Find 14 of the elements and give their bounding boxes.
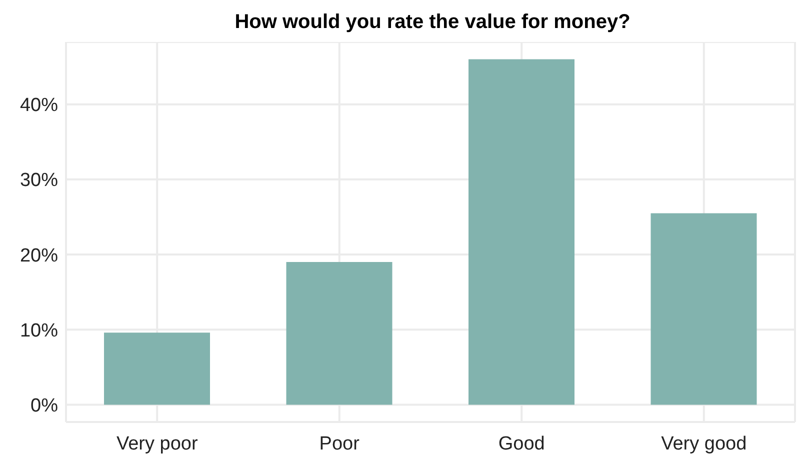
- y-tick-label: 0%: [30, 395, 58, 416]
- y-tick-label: 30%: [20, 170, 58, 192]
- y-tick-label: 20%: [20, 245, 58, 266]
- x-tick-label: Very poor: [116, 433, 198, 454]
- y-tick-label: 10%: [20, 320, 58, 342]
- x-tick-label: Poor: [319, 433, 360, 454]
- bar: [650, 213, 757, 405]
- y-tick-label: 40%: [20, 95, 58, 116]
- bar: [468, 59, 574, 405]
- chart-title: How would you rate the value for money?: [234, 10, 632, 35]
- bar: [286, 262, 392, 405]
- x-tick-label: Very good: [661, 433, 747, 454]
- x-tick-label: Good: [498, 433, 545, 454]
- bar: [104, 332, 210, 405]
